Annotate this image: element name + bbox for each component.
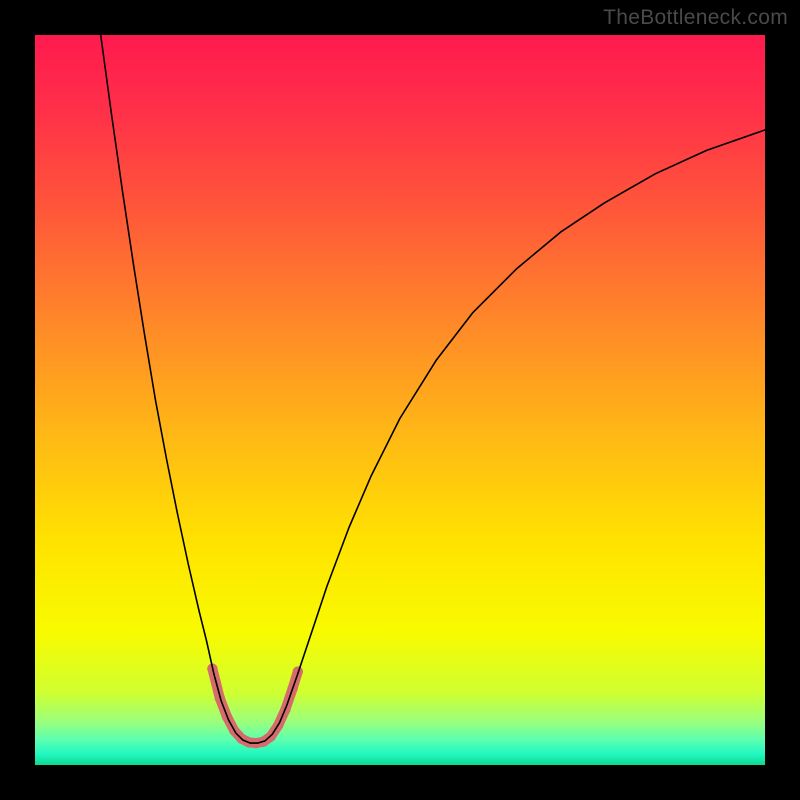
plot-area	[35, 35, 765, 765]
gradient-background	[35, 35, 765, 765]
chart-svg	[35, 35, 765, 765]
watermark-text: TheBottleneck.com	[603, 6, 788, 30]
chart-frame: TheBottleneck.com	[0, 0, 800, 800]
